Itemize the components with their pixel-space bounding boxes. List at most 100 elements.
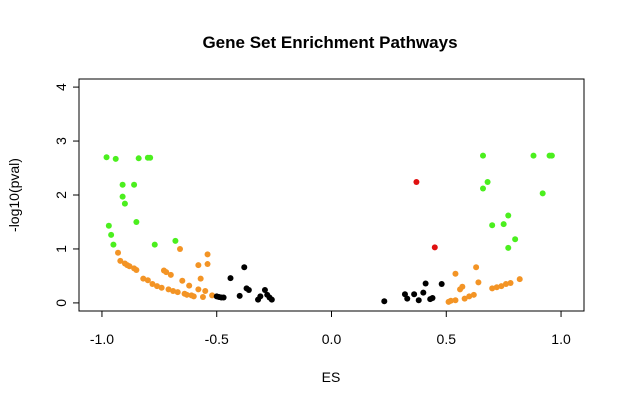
- data-point-orange: [195, 262, 202, 269]
- data-point-orange: [165, 286, 172, 293]
- data-point-green: [147, 154, 154, 161]
- data-point-black: [220, 294, 227, 301]
- data-point-red: [431, 244, 438, 251]
- data-point-green: [112, 155, 119, 162]
- data-point-orange: [204, 261, 211, 268]
- data-point-black: [429, 295, 436, 302]
- data-point-orange: [507, 279, 514, 286]
- data-point-green: [484, 179, 491, 186]
- data-point-orange: [493, 284, 500, 291]
- data-point-orange: [489, 285, 496, 292]
- data-point-green: [480, 152, 486, 159]
- data-point-orange: [459, 283, 466, 290]
- data-point-orange: [209, 292, 216, 299]
- data-point-orange: [447, 297, 454, 304]
- y-tick-label: 1: [53, 245, 69, 253]
- x-tick-label: -0.5: [205, 331, 229, 347]
- data-point-black: [420, 289, 427, 296]
- data-point-orange: [163, 269, 170, 276]
- data-point-orange: [190, 293, 197, 300]
- data-point-orange: [461, 295, 468, 302]
- data-point-green: [108, 231, 115, 238]
- data-point-black: [411, 291, 418, 298]
- data-point-orange: [475, 279, 482, 286]
- data-point-green: [121, 200, 128, 207]
- data-point-black: [236, 292, 243, 299]
- data-point-black: [438, 281, 445, 288]
- data-point-green: [133, 218, 140, 225]
- data-point-orange: [452, 297, 459, 304]
- data-point-black: [381, 298, 388, 305]
- data-point-green: [172, 237, 179, 244]
- data-point-black: [245, 286, 252, 293]
- data-point-orange: [202, 288, 209, 295]
- data-point-red: [413, 179, 420, 186]
- y-tick-label: 3: [53, 137, 69, 145]
- data-point-green: [539, 190, 546, 197]
- data-point-black: [261, 286, 268, 293]
- data-point-orange: [115, 249, 122, 256]
- data-point-orange: [170, 288, 177, 295]
- y-tick-label: 0: [53, 299, 69, 307]
- data-point-green: [480, 185, 486, 192]
- plot-area-border: [78, 78, 585, 312]
- data-point-orange: [195, 286, 202, 293]
- y-axis: 0 1 2 3 4: [53, 83, 80, 307]
- data-point-black: [227, 275, 234, 282]
- data-point-orange: [177, 245, 183, 252]
- data-point-orange: [133, 266, 140, 273]
- x-tick-label: 0.5: [437, 331, 457, 347]
- x-axis-label: ES: [322, 369, 341, 385]
- data-point-orange: [183, 291, 190, 298]
- data-point-black: [422, 280, 429, 287]
- x-tick-label: 0.0: [322, 331, 342, 347]
- data-point-orange: [158, 284, 165, 291]
- data-point-orange: [473, 264, 480, 271]
- chart-title: Gene Set Enrichment Pathways: [202, 33, 457, 52]
- data-point-black: [241, 264, 248, 271]
- data-point-green: [105, 222, 112, 229]
- data-point-orange: [466, 293, 473, 300]
- data-point-orange: [197, 275, 204, 282]
- data-point-green: [489, 222, 496, 229]
- data-point-orange: [149, 281, 156, 288]
- y-tick-label: 4: [53, 83, 69, 91]
- data-point-green: [505, 244, 512, 251]
- y-tick-label: 2: [53, 191, 69, 199]
- data-points: [103, 152, 555, 305]
- data-point-orange: [204, 251, 211, 258]
- data-point-orange: [516, 276, 523, 283]
- data-point-orange: [186, 282, 193, 289]
- data-point-green: [119, 181, 126, 188]
- data-point-orange: [140, 275, 147, 282]
- data-point-orange: [452, 270, 459, 277]
- data-point-orange: [174, 289, 181, 296]
- data-point-orange: [199, 293, 206, 300]
- x-axis: -1.0 -0.5 0.0 0.5 1.0: [90, 310, 571, 347]
- data-point-orange: [502, 281, 509, 288]
- data-point-black: [404, 295, 411, 302]
- data-point-black: [268, 296, 275, 303]
- data-point-orange: [144, 277, 151, 284]
- x-tick-label: 1.0: [551, 331, 571, 347]
- data-point-green: [103, 154, 110, 161]
- data-point-green: [500, 221, 507, 228]
- data-point-orange: [167, 271, 174, 278]
- data-point-green: [530, 152, 537, 159]
- data-point-orange: [498, 283, 505, 290]
- y-axis-label: -log10(pval): [6, 158, 22, 232]
- data-point-green: [110, 241, 117, 248]
- data-point-green: [505, 212, 512, 219]
- data-point-orange: [117, 257, 124, 264]
- x-tick-label: -1.0: [90, 331, 114, 347]
- data-point-green: [131, 181, 138, 188]
- data-point-orange: [470, 291, 477, 298]
- data-point-black: [257, 293, 264, 300]
- data-point-orange: [179, 277, 186, 284]
- data-point-black: [415, 297, 422, 304]
- data-point-green: [151, 241, 158, 248]
- data-point-green: [548, 152, 555, 159]
- data-point-green: [119, 193, 126, 200]
- data-point-orange: [126, 263, 133, 270]
